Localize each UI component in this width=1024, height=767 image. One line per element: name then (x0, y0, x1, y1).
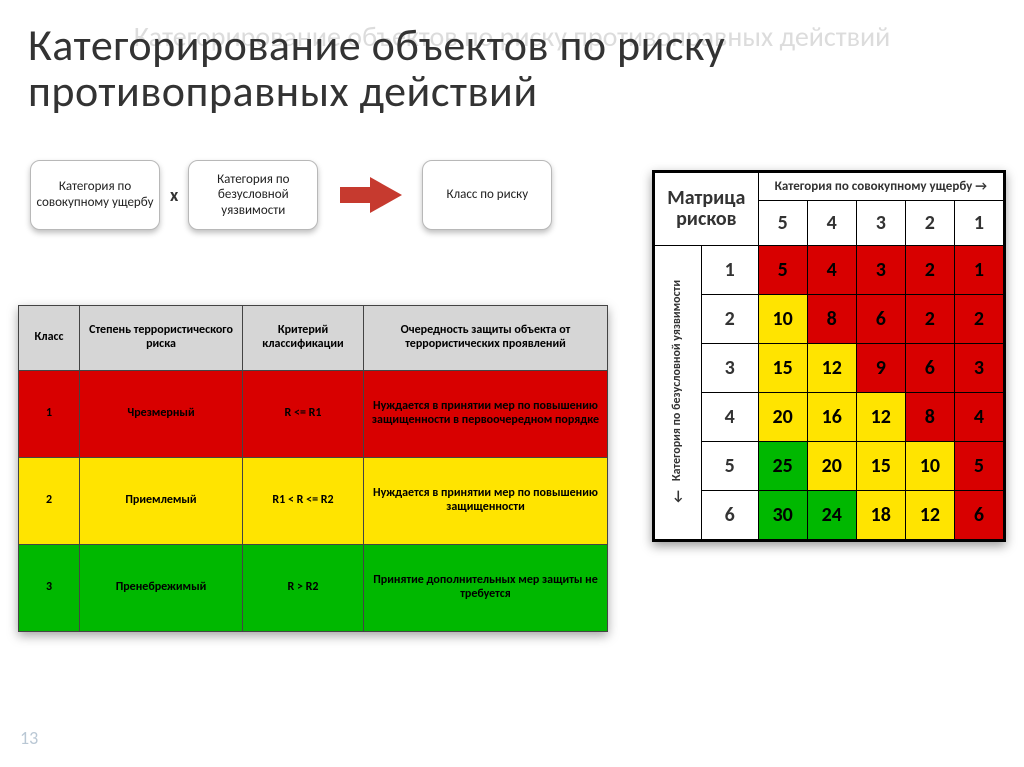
matrix-cell: 30 (758, 491, 807, 540)
matrix-cell: 6 (856, 295, 905, 344)
arrow-icon (340, 175, 404, 215)
matrix-col-header: 2 (905, 201, 954, 246)
matrix-col-header: 3 (856, 201, 905, 246)
matrix-cell: 2 (905, 295, 954, 344)
matrix-row-header: 2 (701, 295, 758, 344)
matrix-cell: 16 (807, 393, 856, 442)
matrix-cell: 24 (807, 491, 856, 540)
matrix-row-header: 6 (701, 491, 758, 540)
class-table-header: Критерий классификации (243, 306, 364, 371)
flow-box-vulnerability: Категория по безусловной уязвимости (188, 160, 318, 230)
class-table-header: Класс (19, 306, 80, 371)
class-table-cell: R <= R1 (243, 371, 364, 458)
matrix-row-header: 4 (701, 393, 758, 442)
matrix-cell: 20 (807, 442, 856, 491)
class-table-cell: R1 < R <= R2 (243, 458, 364, 545)
matrix-cell: 6 (905, 344, 954, 393)
flow-box-damage: Категория по совокупному ущербу (30, 160, 160, 230)
matrix-cell: 12 (856, 393, 905, 442)
matrix-row-header: 1 (701, 246, 758, 295)
matrix-cell: 5 (954, 442, 1003, 491)
matrix-row-header: 3 (701, 344, 758, 393)
matrix-cell: 12 (807, 344, 856, 393)
class-table-cell: Чрезмерный (80, 371, 243, 458)
matrix-row-header: 5 (701, 442, 758, 491)
matrix-cell: 5 (758, 246, 807, 295)
class-table-cell: Приемлемый (80, 458, 243, 545)
matrix-cell: 10 (905, 442, 954, 491)
page-title: Категорирование объектов по риску против… (28, 22, 1024, 114)
class-table-cell: Нуждается в принятии мер по повышению за… (364, 371, 608, 458)
matrix-cell: 4 (807, 246, 856, 295)
matrix-cell: 18 (856, 491, 905, 540)
matrix-cell: 15 (856, 442, 905, 491)
matrix-cell: 2 (954, 295, 1003, 344)
matrix-title: Матрица рисков (655, 173, 759, 246)
matrix-cell: 9 (856, 344, 905, 393)
class-table-cell: Принятие дополнительных мер защиты не тр… (364, 545, 608, 632)
matrix-cell: 20 (758, 393, 807, 442)
matrix-cell: 2 (905, 246, 954, 295)
matrix-cell: 8 (905, 393, 954, 442)
matrix-cell: 12 (905, 491, 954, 540)
matrix-cell: 15 (758, 344, 807, 393)
class-table-cell: 1 (19, 371, 80, 458)
classification-table: КлассСтепень террористического рискаКрит… (18, 305, 608, 632)
matrix-col-header: 4 (807, 201, 856, 246)
class-table-header: Степень террористического риска (80, 306, 243, 371)
class-table-cell: Пренебрежимый (80, 545, 243, 632)
matrix-cell: 3 (954, 344, 1003, 393)
flow-row: Категория по совокупному ущербу х Катего… (30, 160, 552, 230)
risk-matrix-container: Матрица рисков Категория по совокупному … (652, 170, 1006, 542)
matrix-col-header: 1 (954, 201, 1003, 246)
matrix-cell: 1 (954, 246, 1003, 295)
matrix-cell: 3 (856, 246, 905, 295)
class-table-cell: R > R2 (243, 545, 364, 632)
matrix-col-span-label: Категория по совокупному ущербу → (758, 173, 1003, 201)
flow-box-risk-class: Класс по риску (422, 160, 552, 230)
matrix-cell: 6 (954, 491, 1003, 540)
class-table-cell: 2 (19, 458, 80, 545)
matrix-row-span-label: Категория по безусловной уязвимости→ (655, 246, 702, 540)
multiply-sign: х (170, 184, 178, 206)
matrix-cell: 25 (758, 442, 807, 491)
page-number: 13 (20, 727, 38, 749)
matrix-cell: 10 (758, 295, 807, 344)
matrix-col-header: 5 (758, 201, 807, 246)
matrix-cell: 4 (954, 393, 1003, 442)
matrix-cell: 8 (807, 295, 856, 344)
risk-matrix: Матрица рисков Категория по совокупному … (654, 172, 1004, 540)
class-table-cell: 3 (19, 545, 80, 632)
class-table-cell: Нуждается в принятии мер по повышению за… (364, 458, 608, 545)
class-table-header: Очередность защиты объекта от террористи… (364, 306, 608, 371)
